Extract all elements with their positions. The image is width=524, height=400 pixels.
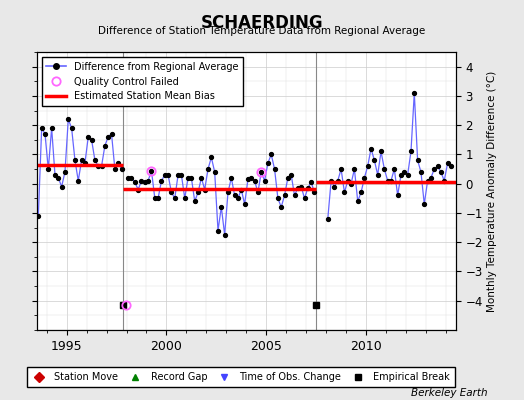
Text: Berkeley Earth: Berkeley Earth xyxy=(411,388,487,398)
Y-axis label: Monthly Temperature Anomaly Difference (°C): Monthly Temperature Anomaly Difference (… xyxy=(487,70,497,312)
Legend: Station Move, Record Gap, Time of Obs. Change, Empirical Break: Station Move, Record Gap, Time of Obs. C… xyxy=(27,367,455,387)
Text: Difference of Station Temperature Data from Regional Average: Difference of Station Temperature Data f… xyxy=(99,26,425,36)
Text: SCHAERDING: SCHAERDING xyxy=(201,14,323,32)
Legend: Difference from Regional Average, Quality Control Failed, Estimated Station Mean: Difference from Regional Average, Qualit… xyxy=(41,57,243,106)
